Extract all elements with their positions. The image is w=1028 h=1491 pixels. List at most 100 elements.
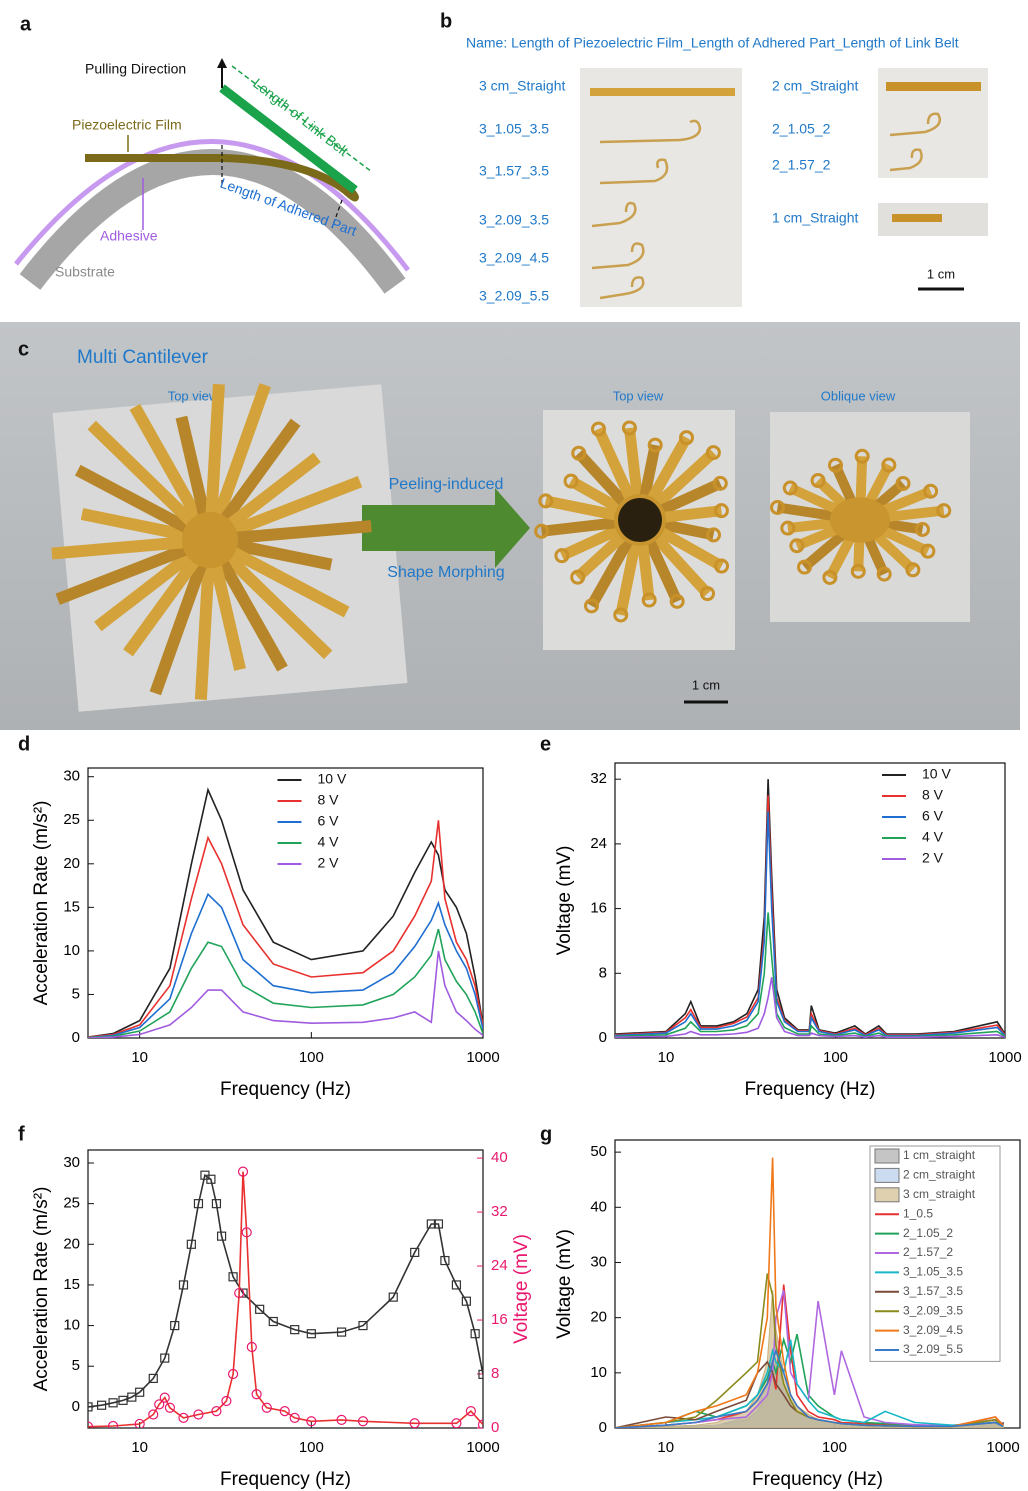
cantilever [636,537,655,601]
cantilever [194,559,215,700]
cantilever [568,476,628,516]
y-tick-label: 24 [590,835,607,852]
cantilever [540,516,623,537]
curl [850,563,866,579]
x-tick-label: 1000 [988,1049,1021,1066]
cantilever [74,464,196,536]
cantilever [855,456,868,504]
panel-a: a Pulling Direction Piezoelectric Film L… [14,13,410,294]
panel-letter: a [20,13,32,35]
curl [828,457,844,473]
y-tick-label: 40 [590,1198,607,1215]
cantilever [573,528,631,582]
substrate-shape [19,149,406,294]
curl [641,592,657,608]
marker [234,1287,245,1299]
curl [936,503,952,519]
marker [127,1392,137,1402]
curl [613,607,629,623]
arrow [362,488,530,568]
marker [164,1402,176,1413]
y-tick-label: 0 [599,1419,607,1436]
marker [336,1327,347,1337]
curl [881,457,897,473]
line [88,892,483,1038]
legend-swatch [874,1167,900,1183]
legend-swatch [874,1187,900,1203]
panel-letter: f [18,1123,25,1145]
center-disc [830,497,890,543]
marker [228,1272,238,1282]
scale-label: 1 cm [692,677,720,692]
curl [584,598,600,614]
curl [797,559,813,575]
x-tick-label: 1000 [466,1049,499,1066]
sample-label: 3_2.09_4.5 [479,250,549,266]
y-tick-label: 30 [590,1253,607,1270]
cantilever [876,524,930,556]
curl [590,421,606,437]
marker [108,1398,118,1408]
marker [96,1400,107,1410]
y-tick-label: 10 [590,1364,607,1381]
cantilever [94,547,198,632]
cantilever [654,478,723,518]
marker [465,1406,476,1417]
cantilever [129,403,206,526]
cantilever [87,420,200,531]
x-tick-label: 100 [823,1049,848,1066]
curl [876,566,892,582]
line [615,779,1005,1035]
marker [221,1395,232,1407]
y2-tick-label: 24 [491,1257,508,1274]
sample-label: 1 cm_Straight [772,210,858,226]
line [615,1348,1004,1428]
y-tick-label: 25 [63,811,80,828]
marker [246,1341,257,1353]
curls [591,112,942,300]
marker [118,1395,128,1405]
x-tick-label: 1000 [986,1439,1019,1456]
cantilever [656,518,715,541]
marker [134,1418,145,1428]
y-tick-label: 0 [599,1029,607,1046]
marker [186,1239,196,1249]
legend-label: 3 cm_straight [903,1187,976,1201]
y-axis-label: Voltage (mV) [554,1229,575,1339]
cantilever [615,536,642,617]
legend-label: 3_2.09_3.5 [903,1303,963,1317]
cantilever [644,434,692,508]
marker [178,1280,189,1290]
marker [306,1416,317,1427]
legend-label: 2_1.05_2 [903,1226,953,1240]
cantilever [220,549,333,660]
cantilever [642,534,683,604]
panel-letter: b [440,10,452,32]
y-tick-label: 30 [63,768,80,785]
line [88,1171,483,1428]
marker [148,1373,158,1384]
cantilever [638,443,661,504]
marker [261,1402,272,1413]
legend-label: 3_1.57_3.5 [903,1284,963,1298]
legend-label: 8 V [922,787,944,803]
cantilever [787,517,839,534]
sample-label: 3_2.09_3.5 [479,212,549,228]
dash-guide [331,199,343,229]
sample-label: 3_1.57_3.5 [479,163,549,179]
adhesive-shape [14,139,410,272]
plot-frame [614,762,1006,1039]
marker [336,1414,347,1426]
belt-dimension [231,65,373,173]
curl [714,558,730,574]
y-tick-label: 0 [72,1029,80,1046]
cantilever [574,449,632,511]
cantilever [211,383,271,524]
curl [923,483,939,499]
marker [170,1320,180,1331]
y-tick-label: 10 [63,942,80,959]
panel-letter: d [18,733,30,755]
cantilever [877,486,933,517]
marker [88,1421,94,1428]
cantilever [175,415,212,522]
